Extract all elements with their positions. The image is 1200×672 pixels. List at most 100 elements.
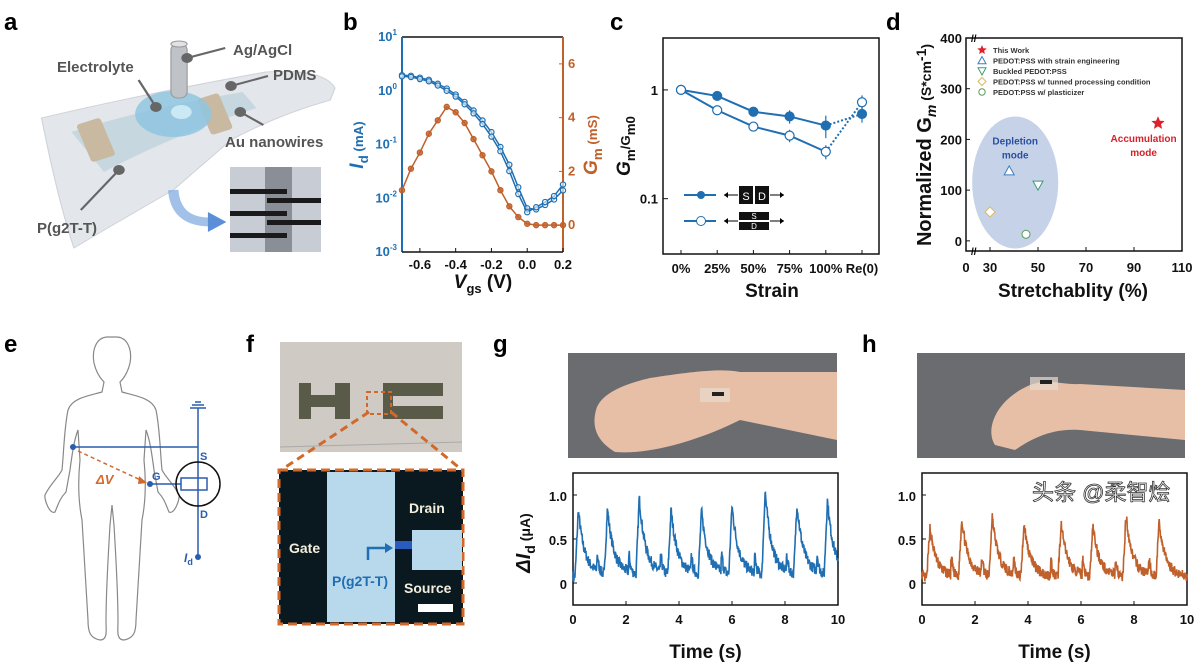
y-tick-label: 100 [940, 183, 962, 198]
data-point [425, 130, 433, 137]
x-tick-label: 90 [1127, 260, 1141, 275]
y-tick-label: 10-2 [375, 189, 397, 205]
wrist-photo-g [568, 353, 837, 458]
y-tick-label: 100 [378, 82, 397, 98]
x-axis-title: Time (s) [1018, 642, 1091, 663]
data-point [443, 87, 450, 94]
polymer-channel-label: P(g2T-T) [332, 573, 388, 589]
data-point [856, 108, 868, 120]
y-axis-title: Gm (mS) [581, 115, 605, 175]
arrow-right-icon [780, 192, 784, 198]
schematic-shapes [40, 40, 336, 249]
data-point [559, 181, 567, 188]
x-tick-label: 50 [1031, 260, 1045, 275]
x-tick-label: 2 [622, 612, 629, 627]
x-tick-label: Re(0) [846, 261, 879, 276]
signal-trace [921, 513, 1188, 583]
data-point [532, 204, 540, 211]
data-point [479, 152, 486, 159]
y-tick-label: 400 [940, 31, 962, 46]
data-point [550, 192, 558, 200]
y-tick-label: 0.5 [898, 533, 916, 548]
label-polymer: P(g2T-T) [37, 220, 97, 237]
axis-break-icon: // [971, 34, 977, 45]
x-tick-label: -0.2 [480, 257, 502, 272]
depletion-mode-region [972, 116, 1059, 249]
x-tick-label: -0.4 [444, 257, 467, 272]
data-point-triangle-down [1032, 180, 1044, 192]
scale-bar [418, 604, 453, 612]
legend-entry: PEDOT:PSS w/ plasticizer [993, 88, 1084, 97]
human-body-outline [44, 336, 180, 641]
y-tick-label: 1.0 [898, 489, 916, 504]
x-tick-label: 6 [728, 612, 735, 627]
label-pdms: PDMS [273, 67, 316, 84]
y-tick-label: 0.5 [549, 533, 567, 548]
chart-strain-gm: 0% 25% 50% 75% 100% Re(0) 0.1 1 Gm/Gm0 Strain [614, 37, 880, 302]
ag-agcl-electrode [170, 43, 188, 99]
legend-source: S [742, 191, 749, 203]
data-point [416, 75, 424, 83]
data-point [506, 203, 513, 210]
data-point [532, 221, 540, 229]
panel-label-e: e [4, 331, 17, 358]
x-tick-label: 8 [1130, 612, 1137, 627]
legend-drain-2: D [751, 222, 757, 231]
gate-label: Gate [289, 540, 320, 556]
panel-label-f: f [246, 331, 255, 358]
data-point [559, 221, 567, 229]
x-tick-label: 6 [1077, 612, 1084, 627]
data-point [524, 209, 531, 216]
data-point [398, 186, 406, 194]
legend-marker-triangle-down [977, 67, 987, 77]
dashed-arrow [77, 450, 146, 483]
x-tick-label: 110 [1172, 260, 1193, 275]
transistor-symbol [175, 461, 221, 507]
panel-label-d: d [886, 9, 901, 36]
legend-source-2: S [751, 212, 756, 221]
x-tick-label: 8 [781, 612, 788, 627]
gate-terminal-label: G [152, 471, 161, 483]
source-terminal-label: S [200, 451, 207, 463]
data-point-triangle-up [1003, 164, 1016, 176]
data-point [497, 148, 504, 155]
accumulation-mode-label: Accumulation [1111, 134, 1177, 145]
data-point [524, 220, 531, 227]
x-tick-label: 2 [971, 612, 978, 627]
data-point [407, 165, 415, 172]
label-ag-agcl: Ag/AgCl [233, 42, 292, 59]
series-line-0 [401, 74, 564, 211]
legend-marker-triangle-up [977, 55, 987, 65]
data-point [452, 109, 459, 116]
data-point-star [1151, 116, 1165, 129]
filled-circle-marker [697, 191, 705, 199]
axis-break-icon: // [971, 247, 977, 258]
x-tick-label: 4 [1024, 612, 1032, 627]
data-point [541, 221, 549, 229]
legend-drain: D [758, 191, 766, 203]
data-point [434, 117, 441, 124]
x-axis-title: Time (s) [669, 642, 742, 663]
drain-label: Drain [409, 500, 445, 516]
x-break-label: 0 [962, 260, 969, 275]
data-point [550, 221, 558, 229]
data-point [452, 93, 459, 100]
y-tick-label: 0 [560, 577, 567, 592]
arrow-left-icon [724, 218, 728, 224]
data-point [488, 168, 495, 175]
drain-terminal-label: D [200, 509, 208, 521]
data-point [856, 97, 868, 108]
data-point [398, 73, 406, 80]
nanowire-photo-inset [230, 167, 321, 252]
depletion-mode-label-2: mode [1002, 151, 1029, 162]
data-point [479, 120, 486, 128]
data-point [748, 106, 759, 117]
y-tick-label: 1.0 [549, 489, 567, 504]
data-point [416, 149, 424, 156]
wrist-photo-h [917, 353, 1185, 458]
data-point [515, 190, 522, 198]
open-circle-marker [696, 216, 706, 226]
data-point [488, 133, 495, 140]
